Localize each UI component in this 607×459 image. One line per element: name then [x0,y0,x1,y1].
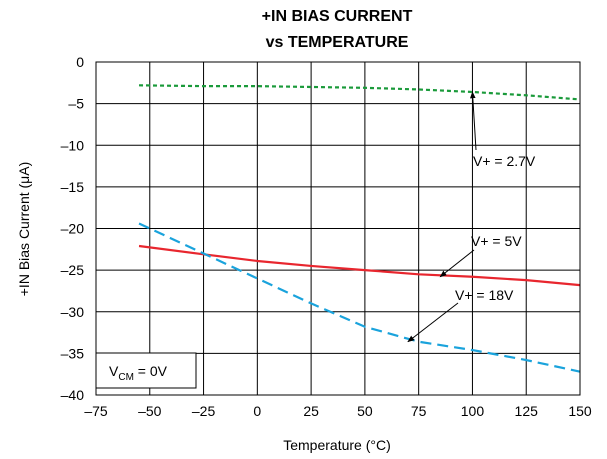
y-axis-label: +IN Bias Current (μA) [16,162,32,297]
series-lines [138,84,581,373]
annotation-label: V+ = 5V [471,233,522,249]
condition-main: V [109,363,119,379]
series-line-1 [139,84,581,101]
x-tick-label: 125 [515,403,539,419]
condition-box-frame [95,352,197,389]
condition-subscript: CM [118,372,134,383]
chart-title-line-1: +IN BIAS CURRENT [262,8,413,25]
y-tick-label: –15 [61,179,85,195]
series-line-2 [138,244,581,287]
x-tick-label: 100 [461,403,485,419]
annotations: V+ = 2.7V V+ = 5V V+ = 18V [407,91,536,343]
y-tick-label: –25 [61,262,85,278]
x-tick-label: –25 [192,403,216,419]
y-tick-labels: 0 –5 –10 –15 –20 –25 –30 –35 –40 [61,54,85,403]
plot-frame [95,61,581,396]
y-tick-label: –30 [61,304,85,320]
x-tick-label: –75 [84,403,108,419]
condition-box: VCM = 0V [95,352,197,389]
annotation-arrow [439,249,475,278]
y-tick-label: –5 [68,96,84,112]
annotation-arrow [407,302,459,343]
x-tick-label: 75 [411,403,427,419]
condition-rest: = 0V [134,363,168,379]
y-tick-label: –35 [61,345,85,361]
x-tick-labels: –75 –50 –25 0 25 50 75 100 125 150 [84,403,592,419]
annotation-label: V+ = 2.7V [473,153,536,169]
grid [95,61,581,396]
x-tick-label: 50 [357,403,373,419]
x-tick-label: –50 [138,403,162,419]
x-tick-label: 25 [303,403,319,419]
chart-title-line-2: vs TEMPERATURE [266,34,409,51]
x-axis-label: Temperature (°C) [283,437,391,453]
series-line-3 [138,222,581,373]
annotation-label: V+ = 18V [455,287,514,303]
y-tick-label: –20 [61,221,85,237]
annotation-arrow [470,91,477,151]
y-tick-label: –40 [61,387,85,403]
condition-label: VCM = 0V [109,363,168,383]
x-tick-label: 150 [568,403,592,419]
x-tick-label: 0 [253,403,261,419]
y-tick-label: 0 [76,54,84,70]
y-tick-label: –10 [61,137,85,153]
